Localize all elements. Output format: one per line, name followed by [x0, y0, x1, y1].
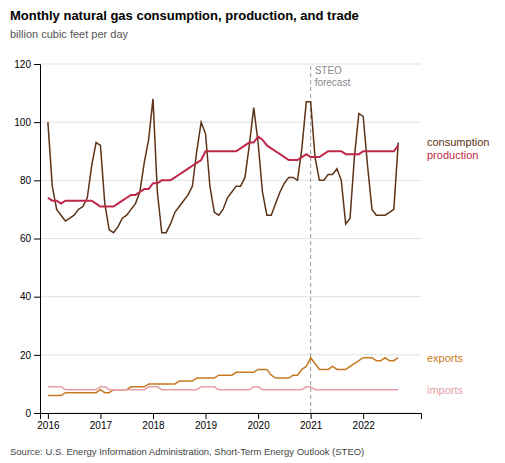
- x-tick-mark: [363, 413, 364, 419]
- grid-line: [40, 64, 421, 65]
- y-tick-label: 0: [25, 408, 31, 419]
- x-tick: 2016: [37, 413, 60, 431]
- x-tick: 2017: [90, 413, 113, 431]
- y-tick-mark: [34, 239, 40, 240]
- title: Monthly natural gas consumption, product…: [10, 8, 359, 23]
- x-tick: 2021: [300, 413, 323, 431]
- y-tick: 120: [14, 59, 40, 70]
- x-tick-label: 2020: [247, 420, 270, 431]
- series-label: imports: [427, 384, 464, 396]
- y-tick-mark: [34, 64, 40, 65]
- x-tick-mark: [153, 413, 154, 419]
- x-axis: 2016 2017 2018 2019 2020 2021 2022: [37, 413, 421, 431]
- series-line: [48, 137, 398, 207]
- y-tick: 80: [20, 175, 40, 186]
- subtitle: billion cubic feet per day: [10, 28, 129, 40]
- y-tick-mark: [34, 355, 40, 356]
- y-tick-mark: [34, 122, 40, 123]
- y-tick: 20: [20, 350, 40, 361]
- y-tick: 60: [20, 233, 40, 244]
- y-tick: 0: [25, 408, 40, 419]
- forecast-label-line: forecast: [315, 77, 351, 88]
- series-label: exports: [427, 352, 464, 364]
- plot-area: [48, 64, 398, 413]
- grid-line: [40, 296, 421, 297]
- x-tick-mark: [100, 413, 101, 419]
- y-tick-mark: [34, 297, 40, 298]
- x-tick-label: 2022: [353, 420, 376, 431]
- series-label: consumption: [427, 136, 489, 148]
- grid-line: [40, 238, 421, 239]
- y-tick: 40: [20, 291, 40, 302]
- x-tick: 2018: [142, 413, 165, 431]
- x-tick: 2020: [247, 413, 270, 431]
- x-axis-line: [41, 414, 422, 420]
- y-tick-mark: [34, 413, 40, 414]
- grid-line: [40, 354, 421, 355]
- y-tick: 100: [14, 117, 40, 128]
- chart-svg: Monthly natural gas consumption, product…: [0, 0, 505, 463]
- x-tick-mark: [206, 413, 207, 419]
- y-tick-label: 80: [20, 175, 32, 186]
- y-tick-label: 20: [20, 350, 32, 361]
- forecast-line: [310, 64, 311, 413]
- chart-container: Monthly natural gas consumption, product…: [0, 0, 505, 463]
- x-tick-label: 2017: [90, 420, 113, 431]
- y-tick-label: 100: [14, 117, 31, 128]
- y-tick-label: 120: [14, 59, 31, 70]
- series-line: [48, 358, 398, 396]
- series-line: [48, 99, 398, 233]
- y-tick-label: 60: [20, 233, 32, 244]
- x-tick-label: 2021: [300, 420, 323, 431]
- x-tick-label: 2019: [195, 420, 218, 431]
- source: Source: U.S. Energy Information Administ…: [10, 446, 364, 457]
- y-axis-line: [34, 65, 41, 414]
- forecast-label-line: STEO: [315, 65, 342, 76]
- x-tick: 2019: [195, 413, 218, 431]
- x-tick-label: 2018: [142, 420, 165, 431]
- series-labels: consumptionproduction exports imports: [427, 136, 489, 395]
- grid: [40, 64, 421, 413]
- y-axis: 0 20 40 60 80 100 120: [14, 59, 40, 419]
- series-line: [48, 387, 398, 390]
- y-tick-mark: [34, 180, 40, 181]
- series-label: production: [427, 149, 478, 161]
- x-tick-label: 2016: [37, 420, 60, 431]
- x-tick-mark: [48, 413, 49, 419]
- forecast-label: STEOforecast: [315, 65, 351, 88]
- grid-line: [40, 180, 421, 181]
- x-tick-mark: [258, 413, 259, 419]
- x-tick-mark: [311, 413, 312, 419]
- x-tick: 2022: [353, 413, 376, 431]
- y-tick-label: 40: [20, 291, 32, 302]
